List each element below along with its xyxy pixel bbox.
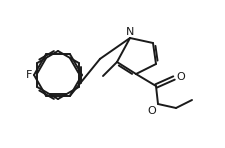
Text: O: O xyxy=(147,106,156,116)
Text: N: N xyxy=(126,27,134,37)
Text: O: O xyxy=(176,72,185,82)
Text: F: F xyxy=(26,70,32,80)
